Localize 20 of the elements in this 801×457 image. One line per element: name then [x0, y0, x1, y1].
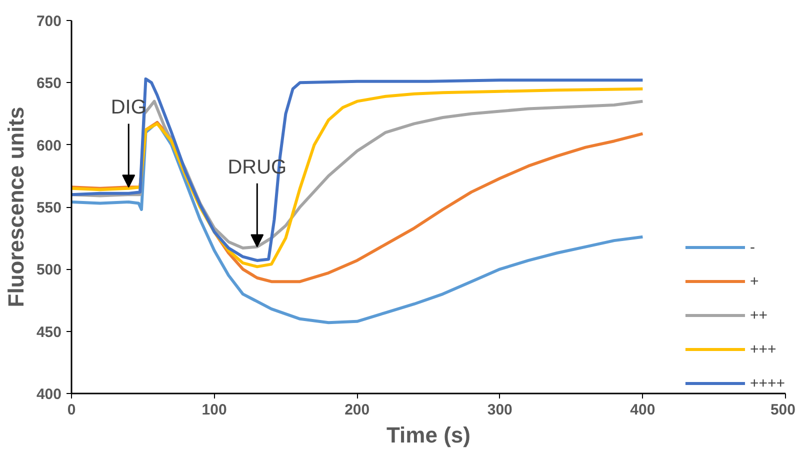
y-axis-title: Fluorescence units — [3, 106, 28, 308]
legend-label: + — [750, 272, 760, 290]
x-tick-label: 100 — [202, 402, 227, 418]
legend-label: ++++ — [750, 374, 785, 392]
x-tick-label: 400 — [630, 402, 656, 418]
legend-label: ++ — [750, 306, 768, 324]
x-tick-label: 200 — [344, 402, 370, 418]
legend-label: +++ — [750, 340, 776, 358]
y-tick-label: 550 — [36, 200, 62, 216]
y-tick-label: 700 — [36, 13, 62, 30]
x-tick-label: 500 — [770, 402, 796, 418]
y-tick-label: 400 — [36, 386, 62, 403]
x-axis-title: Time (s) — [386, 422, 470, 448]
x-tick-label: 0 — [67, 402, 76, 418]
y-tick-label: 450 — [36, 324, 62, 341]
y-tick-label: 600 — [36, 137, 62, 154]
legend-label: - — [750, 238, 756, 256]
y-tick-label: 650 — [36, 75, 62, 92]
y-tick-label: 500 — [36, 262, 62, 279]
x-tick-label: 300 — [487, 402, 512, 418]
